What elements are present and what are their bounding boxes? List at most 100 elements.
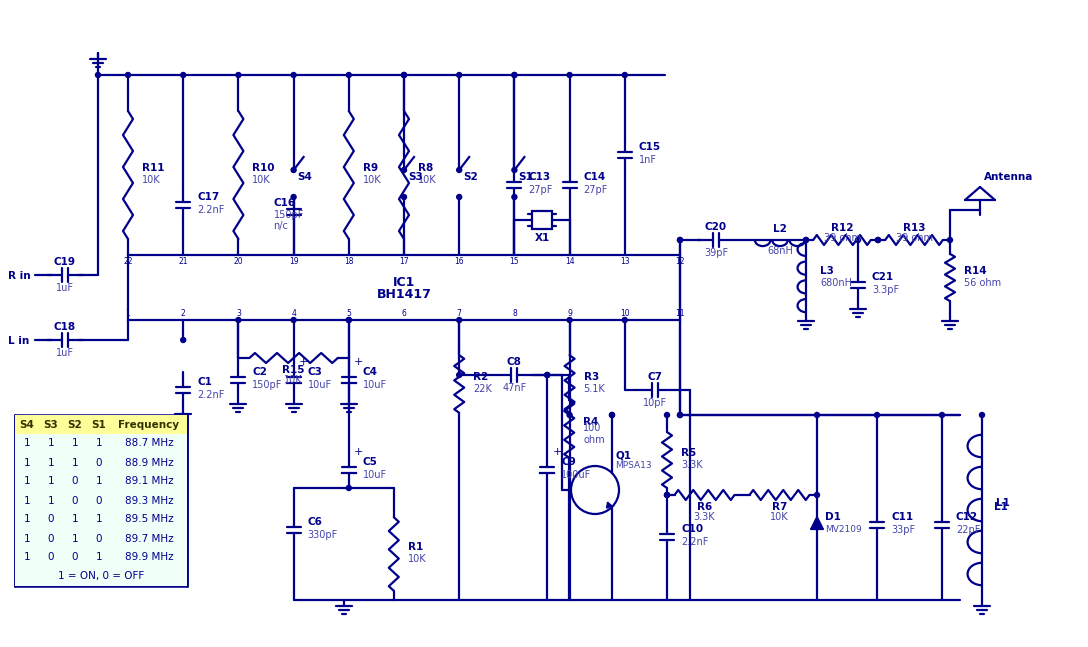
Text: C13: C13 [529,172,551,182]
Circle shape [292,318,296,322]
Bar [128,255,680,320]
Text: C20: C20 [705,222,727,232]
Circle shape [236,72,240,78]
Circle shape [457,373,461,377]
Text: C14: C14 [583,172,606,182]
Text: R2: R2 [473,372,489,382]
Text: 1: 1 [48,439,54,448]
Text: 22K: 22K [473,384,492,394]
Text: 22pF: 22pF [956,525,980,535]
Text: 10K: 10K [408,554,426,564]
Text: MV2109: MV2109 [825,525,862,534]
Circle shape [346,72,351,78]
Bar [15,529,187,548]
Text: 1: 1 [24,496,30,505]
Text: 150pF: 150pF [252,380,283,390]
Text: 17: 17 [399,258,409,267]
Circle shape [401,72,407,78]
Text: 10: 10 [620,309,630,318]
Text: 3.3K: 3.3K [694,512,715,522]
Text: R8: R8 [418,163,433,173]
Text: 10K: 10K [252,175,271,185]
Text: S2: S2 [67,419,83,430]
Circle shape [346,318,351,322]
Text: S1: S1 [91,419,107,430]
Text: R12: R12 [831,223,853,233]
Text: 10K: 10K [284,375,302,385]
Text: 21: 21 [178,258,188,267]
Text: 5.1K: 5.1K [583,384,605,394]
Text: R11: R11 [143,163,164,173]
Text: R10: R10 [252,163,275,173]
Text: C9: C9 [561,457,576,467]
Text: 1: 1 [24,439,30,448]
Text: R in: R in [8,271,30,281]
Text: 10K: 10K [418,175,436,185]
Text: 10uF: 10uF [362,470,387,480]
Text: 14: 14 [565,258,574,267]
Text: Antenna: Antenna [984,172,1034,182]
Circle shape [401,168,407,173]
Circle shape [457,72,461,78]
Circle shape [457,168,461,173]
Text: L in: L in [8,336,29,346]
Circle shape [678,413,682,417]
Text: 100uF: 100uF [561,470,592,480]
Circle shape [236,318,240,322]
Bar [15,491,187,510]
Text: 10uF: 10uF [362,380,387,390]
Circle shape [545,373,549,377]
Circle shape [609,413,615,417]
Text: S4: S4 [298,172,312,182]
Circle shape [125,72,131,78]
Bar [15,453,187,472]
Text: 20: 20 [234,258,244,267]
Circle shape [292,72,296,78]
Text: 1 = ON, 0 = OFF: 1 = ON, 0 = OFF [58,571,144,582]
Circle shape [622,72,628,78]
Text: D1: D1 [825,512,841,523]
Circle shape [567,72,572,78]
Text: BH1417: BH1417 [376,288,432,301]
Circle shape [804,237,808,243]
Text: 27pF: 27pF [529,185,553,195]
Text: 89.3 MHz: 89.3 MHz [125,496,173,505]
Text: C6: C6 [308,517,323,527]
Text: R4: R4 [583,417,598,427]
Circle shape [181,72,186,78]
Text: 100
ohm: 100 ohm [583,423,605,444]
Text: 1: 1 [96,514,102,525]
Text: 680nH: 680nH [820,278,852,287]
Bar [15,567,187,586]
Text: 1: 1 [24,514,30,525]
Text: S3: S3 [44,419,59,430]
Text: 33pF: 33pF [891,525,915,535]
Circle shape [815,492,819,498]
Bar [532,211,552,229]
Circle shape [292,168,296,173]
Text: 11: 11 [676,309,684,318]
Text: 2.2nF: 2.2nF [681,537,708,547]
Circle shape [876,237,880,243]
Circle shape [346,485,351,490]
Text: C17: C17 [197,192,220,202]
Text: S1: S1 [518,172,533,182]
Circle shape [96,72,100,78]
Text: 89.7 MHz: 89.7 MHz [125,534,173,543]
Text: X1: X1 [534,233,549,243]
Text: 7: 7 [457,309,461,318]
Polygon shape [811,516,823,529]
Text: C5: C5 [362,457,378,467]
Text: 0: 0 [72,476,78,487]
Text: 1: 1 [24,534,30,543]
Circle shape [815,413,819,417]
Text: C12: C12 [956,512,978,522]
Text: MPSA13: MPSA13 [615,461,652,470]
Text: 1: 1 [96,476,102,487]
Text: 16: 16 [455,258,463,267]
Circle shape [804,237,808,243]
Text: 0: 0 [96,496,102,505]
Text: 150pF: 150pF [273,210,304,220]
Text: 89.9 MHz: 89.9 MHz [125,553,173,562]
Text: L3: L3 [820,265,833,276]
